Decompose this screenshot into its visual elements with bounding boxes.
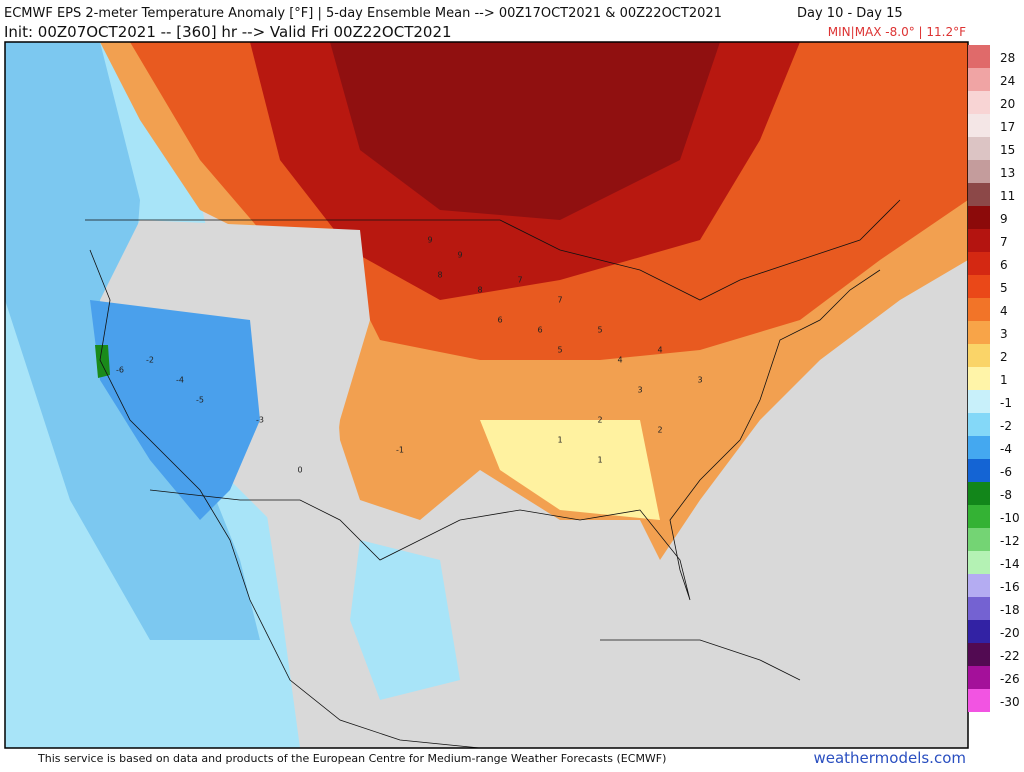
site: weathermodels.com: [813, 749, 966, 767]
station-value: -5: [196, 396, 204, 405]
colorbar-swatch: [968, 597, 990, 620]
colorbar-swatch: [968, 114, 990, 137]
station-value: -4: [176, 376, 184, 385]
colorbar-swatch: [968, 413, 990, 436]
colorbar-swatch: [968, 229, 990, 252]
station-value: 6: [537, 326, 542, 335]
station-value: -3: [256, 416, 264, 425]
colorbar-label: 2: [1000, 350, 1008, 364]
colorbar-swatch: [968, 344, 990, 367]
colorbar-label: 4: [1000, 304, 1008, 318]
colorbar-label: 7: [1000, 235, 1008, 249]
colorbar-label: -4: [1000, 442, 1012, 456]
colorbar-swatch: [968, 482, 990, 505]
colorbar-label: -18: [1000, 603, 1020, 617]
station-value: 3: [697, 376, 702, 385]
colorbar-swatch: [968, 206, 990, 229]
title: ECMWF EPS 2-meter Temperature Anomaly [°…: [4, 6, 722, 21]
colorbar-label: -8: [1000, 488, 1012, 502]
colorbar-label: 1: [1000, 373, 1008, 387]
colorbar-swatch: [968, 551, 990, 574]
station-value: -6: [116, 366, 124, 375]
colorbar-label: 11: [1000, 189, 1015, 203]
station-value: 7: [557, 296, 562, 305]
colorbar-swatch: [968, 275, 990, 298]
colorbar-swatch: [968, 666, 990, 689]
colorbar-label: -10: [1000, 511, 1020, 525]
station-value: 4: [617, 356, 622, 365]
station-value: 6: [497, 316, 502, 325]
colorbar-swatch: [968, 689, 990, 712]
colorbar-label: -22: [1000, 649, 1020, 663]
station-value: 0: [297, 466, 302, 475]
colorbar-swatch: [968, 459, 990, 482]
station-value: 3: [637, 386, 642, 395]
colorbar-label: 20: [1000, 97, 1015, 111]
station-value: 8: [437, 271, 442, 280]
cool-west: [90, 300, 260, 520]
colorbar-swatch: [968, 68, 990, 91]
colorbar-swatch: [968, 505, 990, 528]
sierra-anomaly: [95, 345, 110, 378]
colorbar-swatch: [968, 298, 990, 321]
station-value: -1: [396, 446, 404, 455]
colorbar-label: 24: [1000, 74, 1015, 88]
colorbar-label: 6: [1000, 258, 1008, 272]
colorbar-swatch: [968, 160, 990, 183]
station-value: 9: [427, 236, 432, 245]
station-value: 4: [657, 346, 662, 355]
station-value: 1: [597, 456, 602, 465]
station-value: 5: [597, 326, 602, 335]
day-range: Day 10 - Day 15: [797, 6, 903, 21]
colorbar-swatch: [968, 643, 990, 666]
colorbar-swatch: [968, 390, 990, 413]
station-value: 2: [597, 416, 602, 425]
station-value: -2: [146, 356, 154, 365]
peak-region: [330, 42, 720, 220]
station-value: 1: [557, 436, 562, 445]
colorbar-swatch: [968, 620, 990, 643]
colorbar-label: 5: [1000, 281, 1008, 295]
station-value: 9: [457, 251, 462, 260]
map: [4, 41, 969, 749]
colorbar-label: -30: [1000, 695, 1020, 709]
colorbar-label: 13: [1000, 166, 1015, 180]
colorbar-swatch: [968, 321, 990, 344]
borders: [85, 199, 901, 748]
colorbar-label: 3: [1000, 327, 1008, 341]
station-values: 9 9 8 8 7 7 6 6 5 5 4 4 3 3 2 2 1 1 -1 -2 -4 -5 -6 -3 0: [116, 236, 703, 475]
colorbar-label: -12: [1000, 534, 1020, 548]
colorbar-swatch: [968, 91, 990, 114]
colorbar-swatch: [968, 528, 990, 551]
min-max: MIN|MAX -8.0° | 11.2°F: [828, 25, 966, 39]
mild-south: [480, 420, 660, 520]
credit: This service is based on data and produc…: [37, 752, 666, 765]
init-line: Init: 00Z07OCT2021 -- [360] hr --> Valid…: [4, 23, 452, 41]
colorbar-swatch: [968, 45, 990, 68]
colorbar-label: -26: [1000, 672, 1020, 686]
colorbar-swatch: [968, 252, 990, 275]
station-value: 8: [477, 286, 482, 295]
colorbar-label: -6: [1000, 465, 1012, 479]
colorbar-swatch: [968, 137, 990, 160]
station-value: 5: [557, 346, 562, 355]
colorbar-swatch: [968, 183, 990, 206]
colorbar-label: 15: [1000, 143, 1015, 157]
colorbar-swatch: [968, 574, 990, 597]
colorbar: 28 24 20 17 15 13 11 9 7 6 5 4 3 2 1 -1 -2 -4 -6 -8 -10 -12 -1…: [968, 45, 1020, 712]
colorbar-label: -20: [1000, 626, 1020, 640]
colorbar-label: -2: [1000, 419, 1012, 433]
colorbar-label: 9: [1000, 212, 1008, 226]
mexico-cool: [350, 540, 460, 700]
colorbar-label: -16: [1000, 580, 1020, 594]
colorbar-label: 17: [1000, 120, 1015, 134]
colorbar-label: -14: [1000, 557, 1020, 571]
colorbar-swatch: [968, 436, 990, 459]
station-value: 2: [657, 426, 662, 435]
station-value: 7: [517, 276, 522, 285]
colorbar-label: 28: [1000, 51, 1015, 65]
colorbar-swatch: [968, 367, 990, 390]
colorbar-label: -1: [1000, 396, 1012, 410]
